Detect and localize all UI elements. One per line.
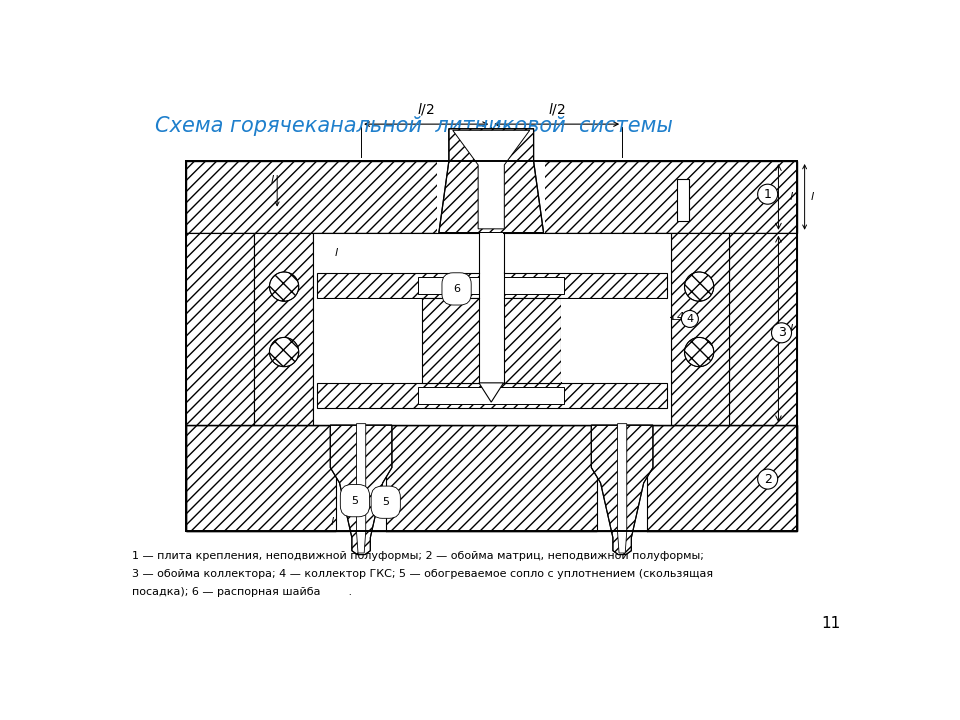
Text: l: l — [271, 176, 275, 185]
Bar — [317, 383, 667, 408]
Bar — [186, 161, 797, 531]
Text: 3: 3 — [778, 326, 785, 339]
Text: 4: 4 — [677, 312, 684, 323]
Bar — [480, 233, 503, 273]
Bar — [254, 233, 313, 426]
Text: 2: 2 — [764, 472, 772, 485]
Polygon shape — [453, 130, 530, 229]
Text: посадка); 6 — распорная шайба        .: посадка); 6 — распорная шайба . — [132, 587, 351, 596]
Bar — [562, 299, 666, 382]
Bar — [317, 273, 667, 298]
Bar — [597, 426, 607, 531]
Polygon shape — [479, 383, 504, 402]
Bar — [376, 426, 386, 531]
Bar — [479, 298, 504, 383]
Bar — [479, 273, 504, 298]
Circle shape — [682, 310, 698, 328]
Polygon shape — [591, 426, 653, 554]
Bar — [418, 276, 564, 294]
Bar — [671, 233, 730, 426]
Circle shape — [684, 272, 713, 301]
Polygon shape — [356, 423, 366, 553]
Text: l: l — [330, 517, 333, 527]
Text: 4: 4 — [686, 314, 693, 324]
Text: l: l — [361, 517, 364, 527]
Text: 3 — обойма коллектора; 4 — коллектор ГКС; 5 — обогреваемое сопло с уплотнением (: 3 — обойма коллектора; 4 — коллектор ГКС… — [132, 569, 712, 579]
Text: l: l — [335, 248, 338, 258]
Bar — [336, 423, 386, 533]
Text: 5: 5 — [351, 495, 358, 505]
Bar — [637, 426, 647, 531]
Polygon shape — [438, 127, 545, 233]
Polygon shape — [617, 423, 627, 553]
Circle shape — [757, 184, 778, 204]
Bar — [186, 161, 797, 233]
Bar — [318, 299, 421, 382]
Bar — [677, 179, 689, 221]
Bar — [313, 233, 671, 426]
Bar — [186, 233, 254, 426]
Text: 1 — плита крепления, неподвижной полуформы; 2 — обойма матриц, неподвижной полуф: 1 — плита крепления, неподвижной полуфор… — [132, 551, 704, 561]
Text: l: l — [789, 192, 792, 202]
Text: 5: 5 — [382, 498, 389, 507]
Text: 6: 6 — [453, 284, 460, 294]
Text: 11: 11 — [821, 616, 840, 631]
Circle shape — [772, 323, 792, 343]
Bar — [186, 426, 797, 531]
Bar — [186, 426, 797, 531]
Circle shape — [684, 338, 713, 366]
Text: Схема горячеканальной  литниковой  системы: Схема горячеканальной литниковой системы — [155, 117, 673, 136]
Bar — [730, 233, 797, 426]
Bar — [186, 161, 797, 531]
Text: l: l — [811, 192, 814, 202]
Circle shape — [757, 469, 778, 489]
Bar — [336, 426, 346, 531]
Text: $l/2$: $l/2$ — [418, 102, 435, 117]
Bar — [597, 423, 647, 533]
Bar — [418, 387, 564, 405]
Circle shape — [270, 272, 299, 301]
Text: 1: 1 — [764, 188, 772, 201]
Polygon shape — [439, 129, 543, 233]
Bar — [422, 298, 561, 383]
Text: $l/2$: $l/2$ — [548, 102, 565, 117]
Polygon shape — [330, 426, 392, 554]
Circle shape — [270, 338, 299, 366]
Text: l: l — [789, 324, 792, 334]
